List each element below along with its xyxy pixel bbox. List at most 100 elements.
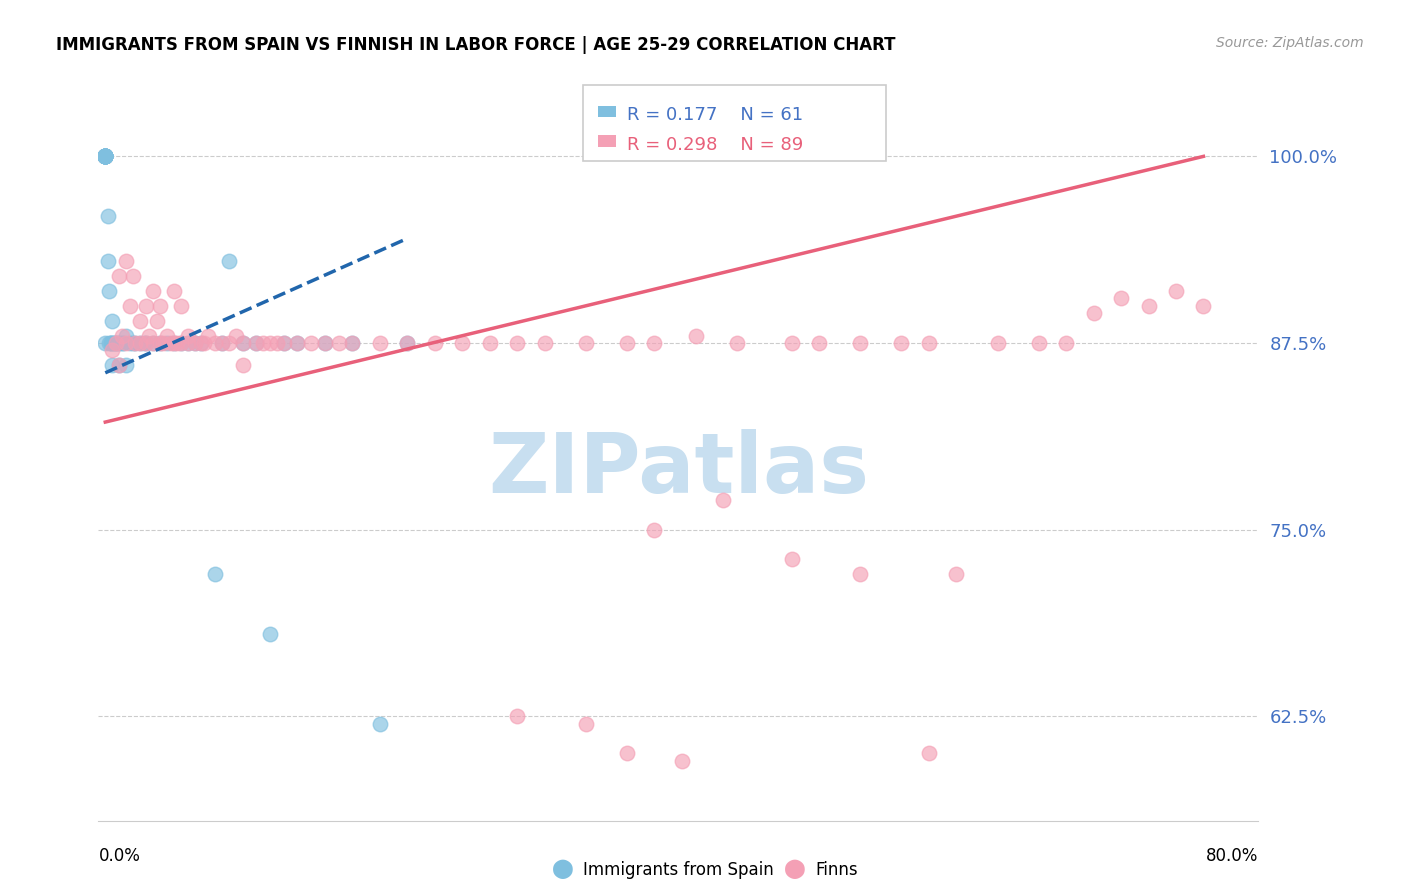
Point xyxy=(218,335,240,350)
Point xyxy=(111,335,134,350)
Point xyxy=(193,335,215,350)
Point xyxy=(616,335,638,350)
Point xyxy=(156,335,179,350)
Point xyxy=(94,149,117,163)
Point xyxy=(232,359,254,373)
Text: R = 0.298    N = 89: R = 0.298 N = 89 xyxy=(627,136,803,154)
Point xyxy=(163,335,186,350)
Point xyxy=(342,335,364,350)
Point xyxy=(101,343,124,358)
Point xyxy=(368,716,391,731)
Point xyxy=(506,709,529,723)
Point xyxy=(176,335,198,350)
Point xyxy=(1164,284,1187,298)
Point xyxy=(890,335,912,350)
Point xyxy=(396,335,419,350)
Point xyxy=(1083,306,1105,320)
Point xyxy=(94,335,117,350)
Point xyxy=(1028,335,1050,350)
Point xyxy=(94,149,117,163)
Point xyxy=(616,747,638,761)
Point xyxy=(149,335,172,350)
Point xyxy=(685,328,707,343)
Point xyxy=(94,149,117,163)
Point xyxy=(94,149,117,163)
Point xyxy=(132,335,155,350)
Point xyxy=(94,149,117,163)
Point xyxy=(142,335,165,350)
Point xyxy=(115,335,138,350)
Point xyxy=(107,335,129,350)
Point xyxy=(111,328,134,343)
Point xyxy=(266,335,288,350)
Point xyxy=(170,335,193,350)
Point xyxy=(101,359,124,373)
Point xyxy=(115,253,138,268)
Point xyxy=(204,567,226,582)
Point xyxy=(1109,291,1132,305)
Point xyxy=(124,335,146,350)
Point xyxy=(98,335,121,350)
Point xyxy=(94,149,117,163)
Point xyxy=(945,567,967,582)
Point xyxy=(176,335,198,350)
Point xyxy=(94,149,117,163)
Point xyxy=(273,335,295,350)
Point xyxy=(118,299,141,313)
Point xyxy=(342,335,364,350)
Point xyxy=(780,552,803,566)
Point xyxy=(98,284,121,298)
Point xyxy=(671,754,693,768)
Point xyxy=(108,359,131,373)
Point xyxy=(166,335,188,350)
Point xyxy=(643,335,665,350)
Text: Source: ZipAtlas.com: Source: ZipAtlas.com xyxy=(1216,36,1364,50)
Point xyxy=(287,335,309,350)
Point xyxy=(299,335,322,350)
Point xyxy=(396,335,419,350)
Point xyxy=(252,335,274,350)
Point xyxy=(149,335,172,350)
Point xyxy=(273,335,295,350)
Point xyxy=(101,313,124,327)
Point xyxy=(112,335,135,350)
Point xyxy=(146,313,169,327)
Text: 80.0%: 80.0% xyxy=(1206,847,1258,865)
Point xyxy=(108,268,131,283)
Point xyxy=(849,335,872,350)
Point xyxy=(97,253,120,268)
Point xyxy=(183,335,205,350)
Point xyxy=(103,335,125,350)
Point xyxy=(115,328,138,343)
Text: Finns: Finns xyxy=(815,861,858,879)
Point xyxy=(135,299,157,313)
Point xyxy=(368,335,391,350)
Point xyxy=(328,335,350,350)
Point xyxy=(423,335,446,350)
Point xyxy=(170,335,193,350)
Point xyxy=(1192,299,1215,313)
Point xyxy=(101,335,124,350)
Point xyxy=(478,335,501,350)
Point xyxy=(197,328,219,343)
Point xyxy=(986,335,1008,350)
Point xyxy=(190,335,212,350)
Point xyxy=(183,335,205,350)
Point xyxy=(138,328,160,343)
Point xyxy=(105,335,128,350)
Point xyxy=(259,627,281,641)
Point xyxy=(94,149,117,163)
Point xyxy=(232,335,254,350)
Text: 0.0%: 0.0% xyxy=(98,847,141,865)
Point xyxy=(94,149,117,163)
Point xyxy=(124,335,146,350)
Point xyxy=(135,335,157,350)
Point xyxy=(94,149,117,163)
Point xyxy=(1054,335,1077,350)
Point xyxy=(128,335,150,350)
Point xyxy=(849,567,872,582)
Point xyxy=(918,747,941,761)
Point xyxy=(218,253,240,268)
Point xyxy=(918,335,941,350)
Point xyxy=(94,149,117,163)
